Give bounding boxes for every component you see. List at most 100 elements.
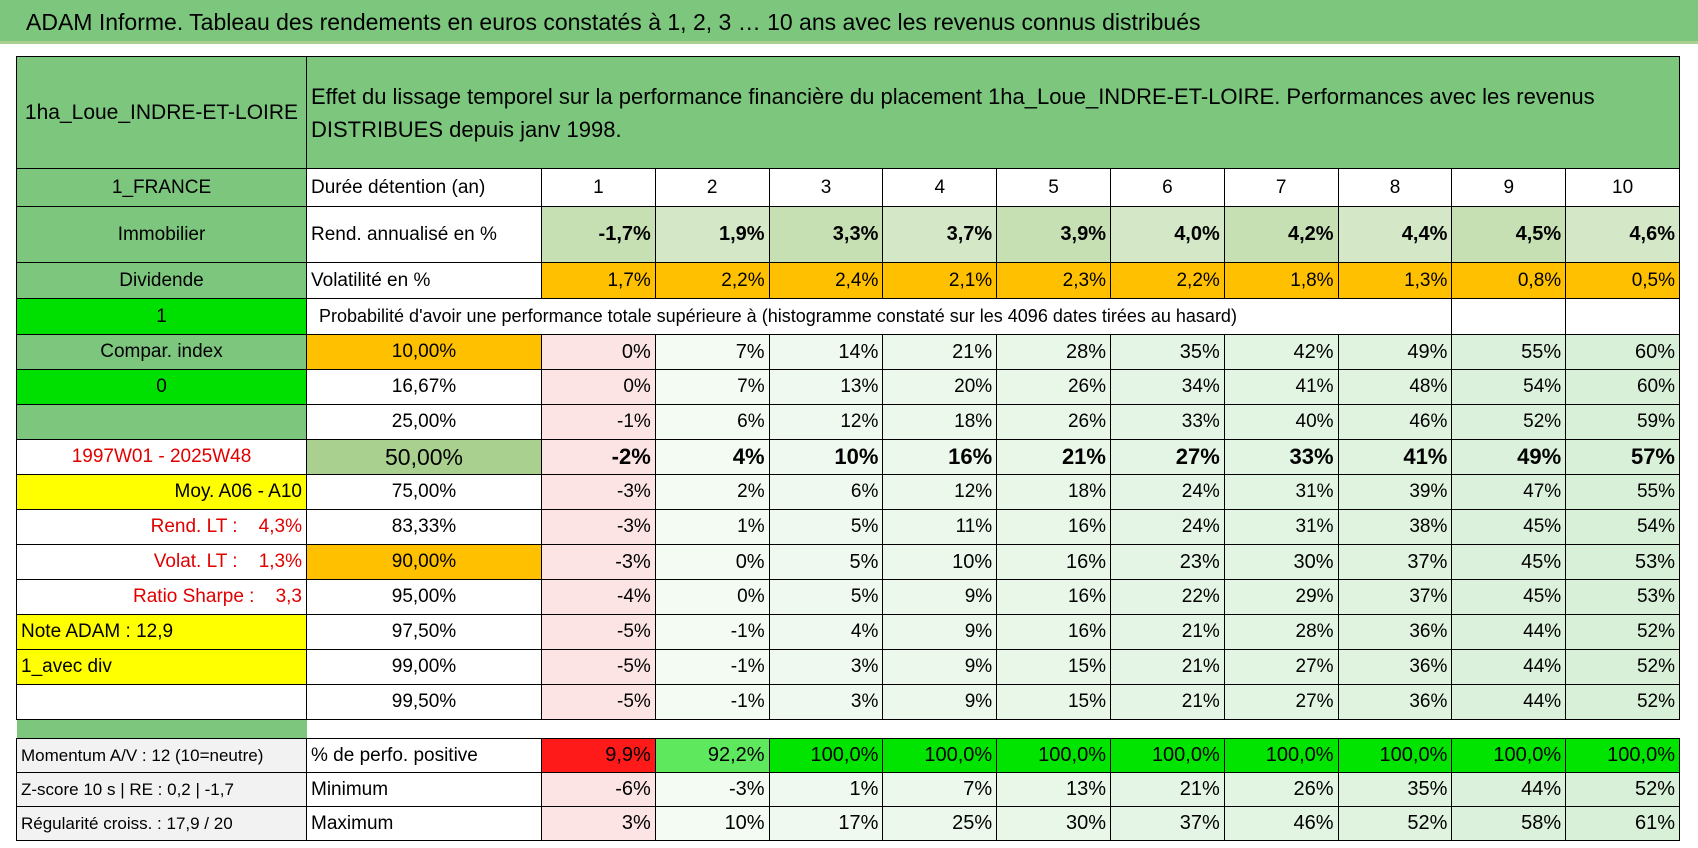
value-cell: 59% (1565, 404, 1680, 440)
value-cell: 52% (1337, 806, 1453, 841)
value-cell: 27% (1223, 649, 1339, 685)
duration-header: 6 (1109, 168, 1225, 207)
value-cell: 52% (1565, 684, 1680, 720)
value-cell: 55% (1565, 474, 1680, 510)
value-cell: 21% (1109, 614, 1225, 650)
value-cell: -1% (654, 649, 770, 685)
value-cell: 40% (1223, 404, 1339, 440)
value-cell: 2% (654, 474, 770, 510)
empty-cell (1451, 298, 1567, 335)
value-cell: 45% (1451, 509, 1567, 545)
row-header: Z-score 10 s | RE : 0,2 | -1,7 (16, 772, 307, 807)
value-cell: 9% (882, 614, 998, 650)
value-cell: 29% (1223, 579, 1339, 615)
value-cell: 7% (654, 369, 770, 405)
value-cell: 45% (1451, 579, 1567, 615)
value-cell: 0% (541, 334, 656, 370)
row-label: % de perfo. positive (306, 738, 542, 773)
value-cell: 3% (768, 649, 884, 685)
value-cell: 33% (1223, 439, 1339, 475)
row-label: 99,00% (306, 649, 542, 685)
value-cell: 6% (654, 404, 770, 440)
value-cell: 26% (1223, 772, 1339, 807)
value-cell: 7% (654, 334, 770, 370)
value-cell: 4,4% (1337, 206, 1453, 263)
value-cell: 16% (996, 509, 1111, 545)
value-cell: 18% (882, 404, 998, 440)
duration-header: 10 (1565, 168, 1680, 207)
value-cell: 11% (882, 509, 998, 545)
value-cell: 2,1% (882, 262, 998, 299)
value-cell: 1,9% (654, 206, 770, 263)
row-header: 1997W01 - 2025W48 (16, 439, 307, 475)
header-row: 1ha_Loue_INDRE-ET-LOIRE Effet du lissage … (16, 56, 1680, 169)
value-cell: 3% (768, 684, 884, 720)
value-cell: 37% (1337, 544, 1453, 580)
value-cell: -5% (541, 649, 656, 685)
table-row: Volat. LT : 1,3% 90,00% -3% 0% 5% 10% 16% 23% 30… (16, 544, 1680, 580)
description: Effet du lissage temporel sur la perform… (306, 56, 1680, 169)
placement-name: 1ha_Loue_INDRE-ET-LOIRE (16, 56, 307, 169)
value-cell: -1% (654, 684, 770, 720)
row-label: 95,00% (306, 579, 542, 615)
spacer-row (16, 719, 1680, 739)
row-header: 1_avec div (16, 649, 307, 685)
value-cell: 31% (1223, 474, 1339, 510)
row-label: Volatilité en % (306, 262, 542, 299)
value-cell: 61% (1565, 806, 1680, 841)
row-header (16, 684, 307, 720)
table-row: Moy. A06 - A10 75,00% -3% 2% 6% 12% 18% 24% 31% 3… (16, 474, 1680, 510)
row-label: Durée détention (an) (306, 168, 542, 207)
value-cell: 36% (1337, 614, 1453, 650)
row-header: Régularité croiss. : 17,9 / 20 (16, 806, 307, 841)
value-cell: 4,2% (1223, 206, 1339, 263)
value-cell: 25% (882, 806, 998, 841)
duration-header: 9 (1451, 168, 1567, 207)
value-cell: 27% (1109, 439, 1225, 475)
value-cell: 2,3% (996, 262, 1111, 299)
value-cell: 13% (768, 369, 884, 405)
table-row: Compar. index 10,00% 0% 7% 14% 21% 28% 35% 42% 49… (16, 334, 1680, 370)
value-cell: 36% (1337, 649, 1453, 685)
table-row: Ratio Sharpe : 3,3 95,00% -4% 0% 5% 9% 16% 22% 2… (16, 579, 1680, 615)
value-cell: 2,4% (768, 262, 884, 299)
value-cell: 46% (1223, 806, 1339, 841)
value-cell: 52% (1565, 649, 1680, 685)
page-title: ADAM Informe. Tableau des rendements en … (26, 9, 1201, 35)
value-cell: 5% (768, 544, 884, 580)
value-cell: 100,0% (1109, 738, 1225, 773)
duration-header: 3 (768, 168, 884, 207)
value-cell: 48% (1337, 369, 1453, 405)
table-row: 25,00% -1% 6% 12% 18% 26% 33% 40% 46% 52% 59% (16, 404, 1680, 440)
value-cell: 1% (654, 509, 770, 545)
performance-table: 1ha_Loue_INDRE-ET-LOIRE Effet du lissage … (16, 56, 1680, 841)
value-cell: 100,0% (1337, 738, 1453, 773)
row-label: Maximum (306, 806, 542, 841)
value-cell: 46% (1337, 404, 1453, 440)
duration-header: 5 (996, 168, 1111, 207)
table-row: 1997W01 - 2025W48 50,00% -2% 4% 10% 16% 21% 27%… (16, 439, 1680, 475)
value-cell: 14% (768, 334, 884, 370)
value-cell: 1,8% (1223, 262, 1339, 299)
row-label: 50,00% (306, 439, 542, 475)
value-cell: 60% (1565, 334, 1680, 370)
value-cell: 44% (1451, 614, 1567, 650)
duration-header: 2 (654, 168, 770, 207)
value-cell: 35% (1337, 772, 1453, 807)
value-cell: 5% (768, 579, 884, 615)
value-cell: 22% (1109, 579, 1225, 615)
value-cell: 28% (996, 334, 1111, 370)
row-header: Ratio Sharpe : 3,3 (16, 579, 307, 615)
value-cell: 53% (1565, 579, 1680, 615)
value-cell: 52% (1451, 404, 1567, 440)
value-cell: 24% (1109, 474, 1225, 510)
value-cell: 49% (1451, 439, 1567, 475)
value-cell: 57% (1565, 439, 1680, 475)
value-cell: -3% (541, 509, 656, 545)
value-cell: -6% (541, 772, 656, 807)
value-cell: 28% (1223, 614, 1339, 650)
value-cell: 1,7% (541, 262, 656, 299)
value-cell: 54% (1451, 369, 1567, 405)
value-cell: -5% (541, 614, 656, 650)
value-cell: -1,7% (541, 206, 656, 263)
